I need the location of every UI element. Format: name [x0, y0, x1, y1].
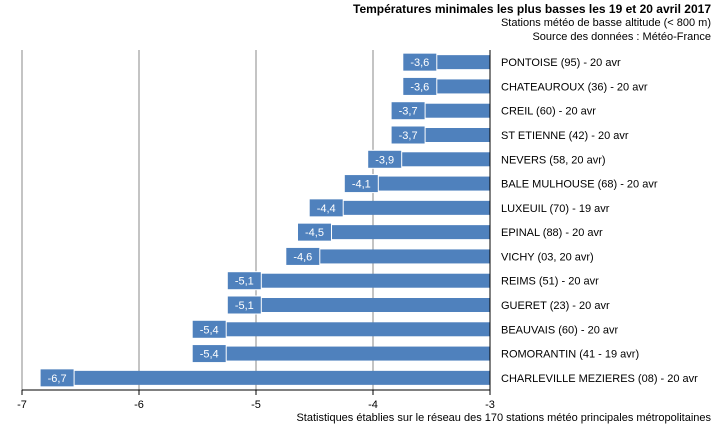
chart-subtitle: Stations météo de basse altitude (< 800 …: [500, 17, 711, 29]
x-tick-label: -5: [251, 399, 261, 411]
data-label: -5,1: [235, 300, 254, 312]
category-label: CREIL (60) - 20 avr: [501, 106, 596, 118]
data-label: -4,1: [352, 179, 371, 191]
data-label: -5,1: [235, 276, 254, 288]
data-label: -6,7: [48, 373, 67, 385]
category-label: EPINAL (88) - 20 avr: [501, 227, 603, 239]
data-label-box: [191, 344, 227, 364]
data-label: -4,4: [317, 203, 336, 215]
x-tick-label: -4: [368, 399, 378, 411]
category-label: REIMS (51) - 20 avr: [501, 276, 599, 288]
category-label: CHARLEVILLE MEZIERES (08) - 20 avr: [501, 373, 698, 385]
x-tick-label: -7: [17, 399, 27, 411]
data-label-box: [297, 222, 332, 242]
data-label: -3,6: [410, 81, 429, 93]
data-label-box: [191, 319, 227, 339]
x-tick-label: -3: [485, 399, 495, 411]
data-label-box: [226, 271, 262, 291]
category-label: VICHY (03, 20 avr): [501, 251, 594, 263]
category-label: BALE MULHOUSE (68) - 20 avr: [501, 179, 658, 191]
category-label: ST ETIENNE (42) - 20 avr: [501, 130, 629, 142]
category-label: NEVERS (58, 20 avr): [501, 154, 606, 166]
category-label: LUXEUIL (70) - 19 avr: [501, 203, 610, 215]
data-label-box: [285, 246, 321, 266]
data-label: -4,6: [293, 251, 312, 263]
bar: [326, 200, 490, 215]
data-label-box: [390, 101, 426, 121]
bar: [419, 79, 490, 94]
data-label-box: [402, 52, 438, 72]
data-label: -5,4: [200, 349, 219, 361]
data-label: -5,4: [200, 324, 219, 336]
data-label: -3,7: [399, 130, 418, 142]
bar: [419, 55, 490, 70]
data-label-box: [367, 149, 403, 169]
bar: [244, 298, 490, 312]
data-label-box: [39, 368, 75, 388]
category-label: GUERET (23) - 20 avr: [501, 300, 610, 312]
bar: [302, 249, 490, 264]
data-label-box: [308, 198, 344, 218]
footnote: Statistiques établies sur le réseau des …: [296, 412, 711, 424]
bar: [244, 273, 490, 288]
bar: [361, 176, 490, 191]
bar: [408, 128, 490, 142]
chart-title: Températures minimales les plus basses l…: [353, 2, 711, 16]
source-note: Source des données : Météo-France: [532, 31, 711, 43]
bar: [209, 346, 490, 361]
data-label: -3,6: [410, 57, 429, 69]
category-label: CHATEAUROUX (36) - 20 avr: [501, 81, 648, 93]
bar: [57, 370, 490, 385]
data-label: -3,7: [399, 106, 418, 118]
data-label: -4,5: [305, 227, 324, 239]
category-label: PONTOISE (95) - 20 avr: [501, 57, 621, 69]
data-label-box: [390, 125, 426, 145]
category-label: BEAUVAIS (60) - 20 avr: [501, 324, 619, 336]
data-label-box: [343, 174, 379, 194]
category-label: ROMORANTIN (41 - 19 avr): [501, 349, 639, 361]
bar: [384, 152, 490, 167]
data-label-box: [226, 295, 262, 315]
bar: [209, 322, 490, 337]
x-tick-label: -6: [134, 399, 144, 411]
data-label: -3,9: [375, 154, 394, 166]
data-label-box: [402, 76, 438, 96]
bar: [408, 103, 490, 118]
bar: [314, 225, 490, 240]
